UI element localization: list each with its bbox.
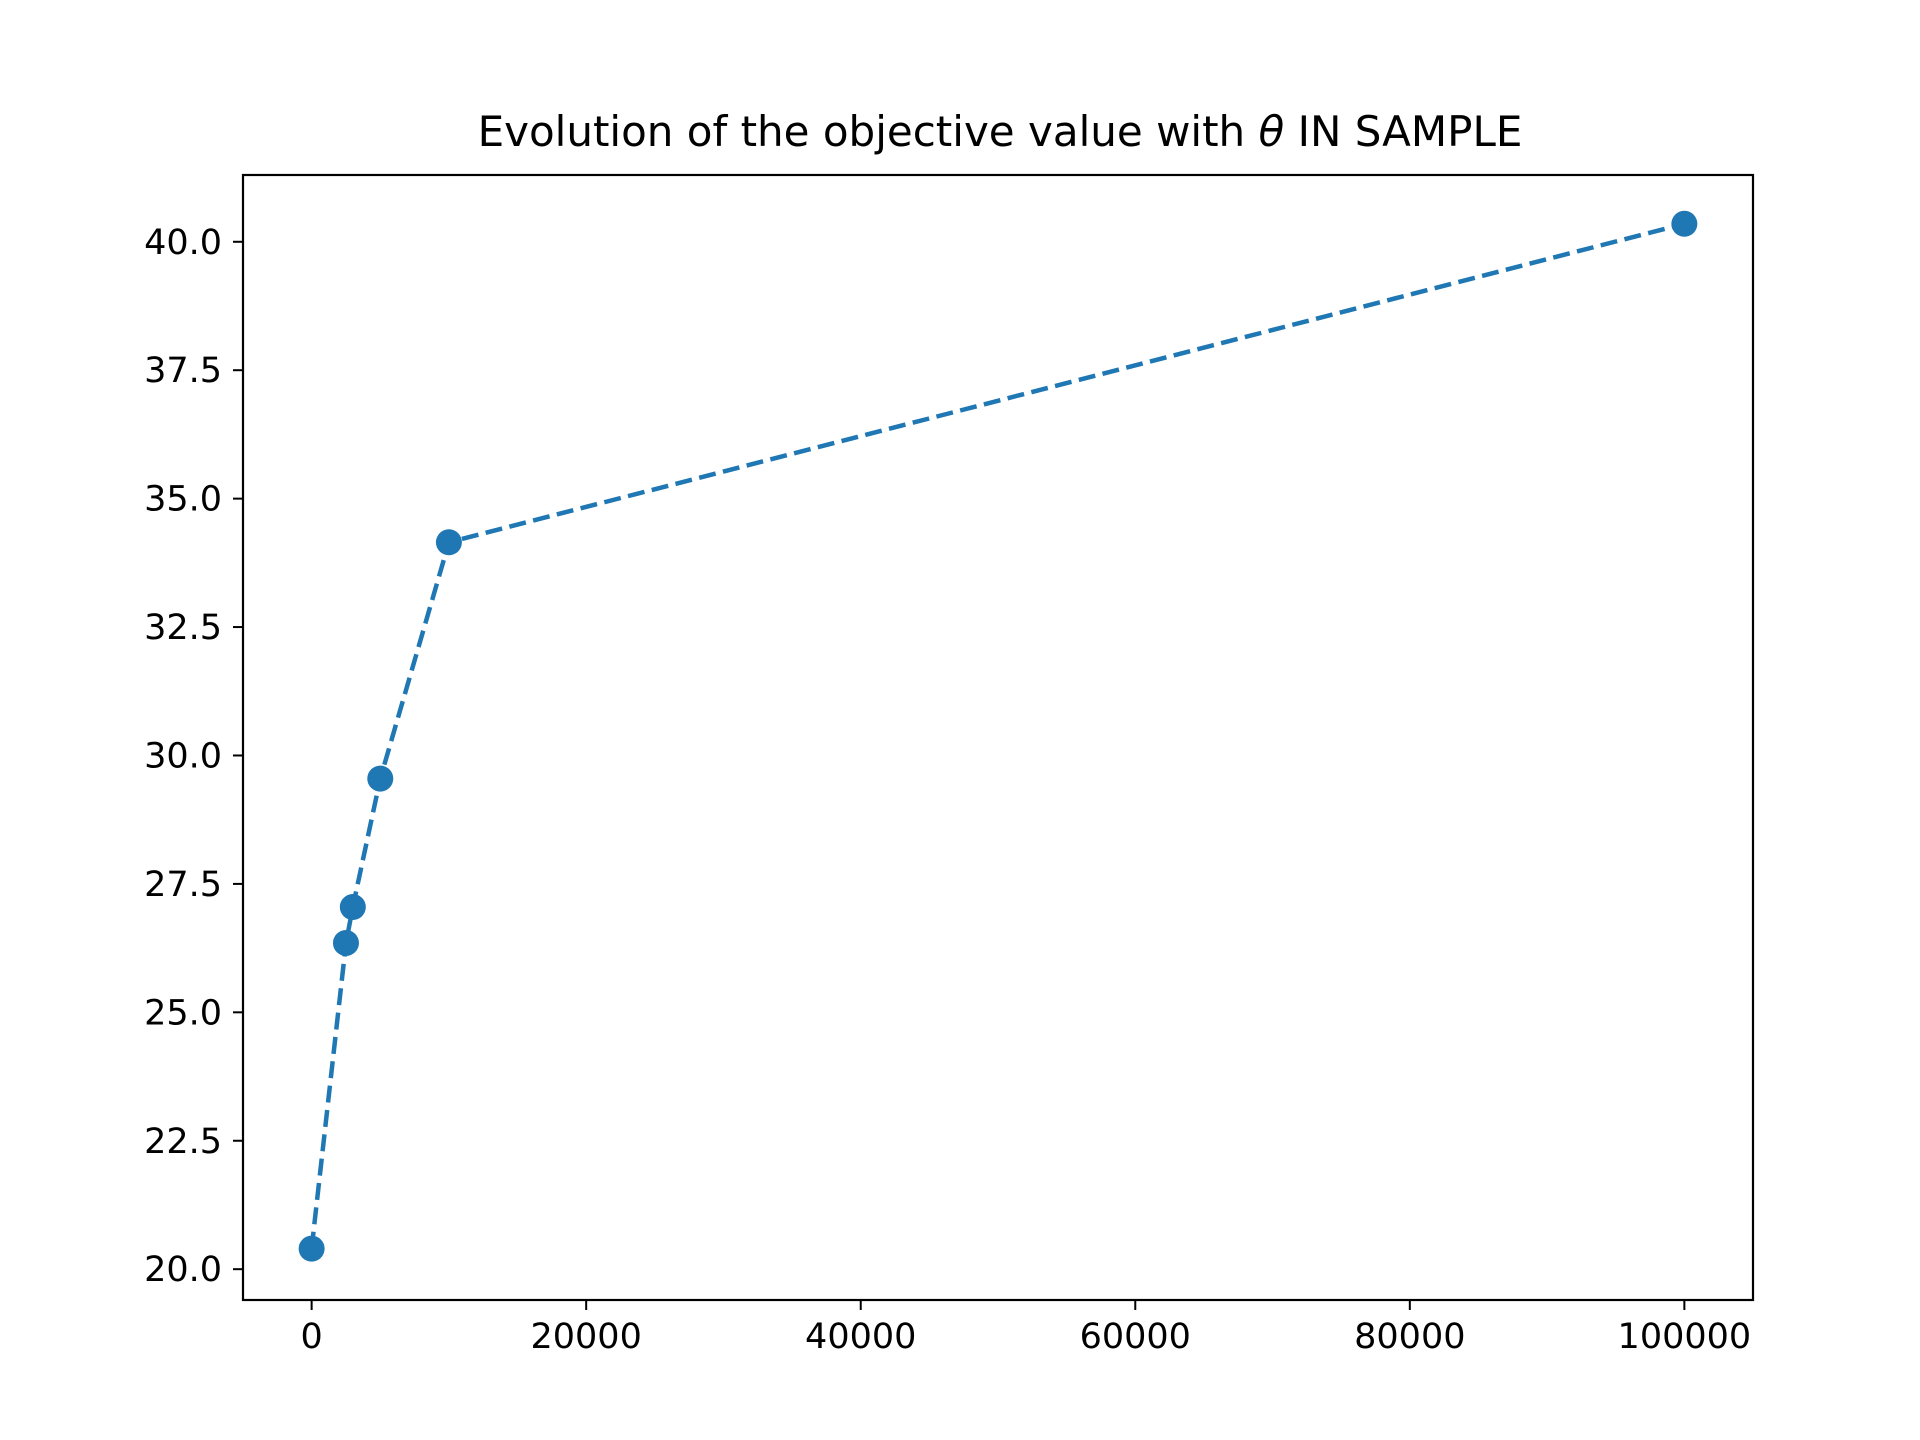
series-line xyxy=(309,221,1685,1249)
x-tick-label: 40000 xyxy=(805,1317,916,1357)
y-tick-label: 35.0 xyxy=(144,480,222,520)
y-axis-ticks: 20.0 22.5 25.0 27.5 30.0 32.5 35.0 37.5 40.0 xyxy=(144,223,243,1290)
chart-title-prefix: Evolution of the objective value with xyxy=(478,107,1259,156)
plot-area-frame xyxy=(241,173,1755,1302)
series-layer xyxy=(298,210,1698,1262)
x-tick-label: 80000 xyxy=(1354,1317,1465,1357)
y-tick-label: 25.0 xyxy=(144,993,222,1033)
chart-title-suffix: IN SAMPLE xyxy=(1284,107,1522,156)
y-tick-label: 27.5 xyxy=(144,865,222,905)
data-point xyxy=(298,1235,325,1262)
y-tick-label: 20.0 xyxy=(144,1250,222,1290)
y-tick-label: 32.5 xyxy=(144,608,222,648)
data-point xyxy=(339,894,366,921)
data-point xyxy=(367,765,394,792)
chart-title-symbol: θ xyxy=(1259,107,1285,156)
data-point xyxy=(435,529,462,556)
y-tick-label: 40.0 xyxy=(144,223,222,263)
data-point xyxy=(1671,210,1698,237)
x-tick-label: 0 xyxy=(300,1317,322,1357)
x-tick-label: 100000 xyxy=(1618,1317,1752,1357)
y-tick-label: 30.0 xyxy=(144,736,222,776)
x-tick-label: 60000 xyxy=(1080,1317,1191,1357)
y-tick-label: 37.5 xyxy=(144,351,222,391)
data-point xyxy=(332,929,359,956)
chart-title: Evolution of the objective value with θ … xyxy=(478,107,1523,156)
y-tick-label: 22.5 xyxy=(144,1122,222,1162)
x-tick-label: 20000 xyxy=(531,1317,642,1357)
x-axis-ticks: 0 20000 40000 60000 80000 100000 xyxy=(300,1300,1751,1357)
